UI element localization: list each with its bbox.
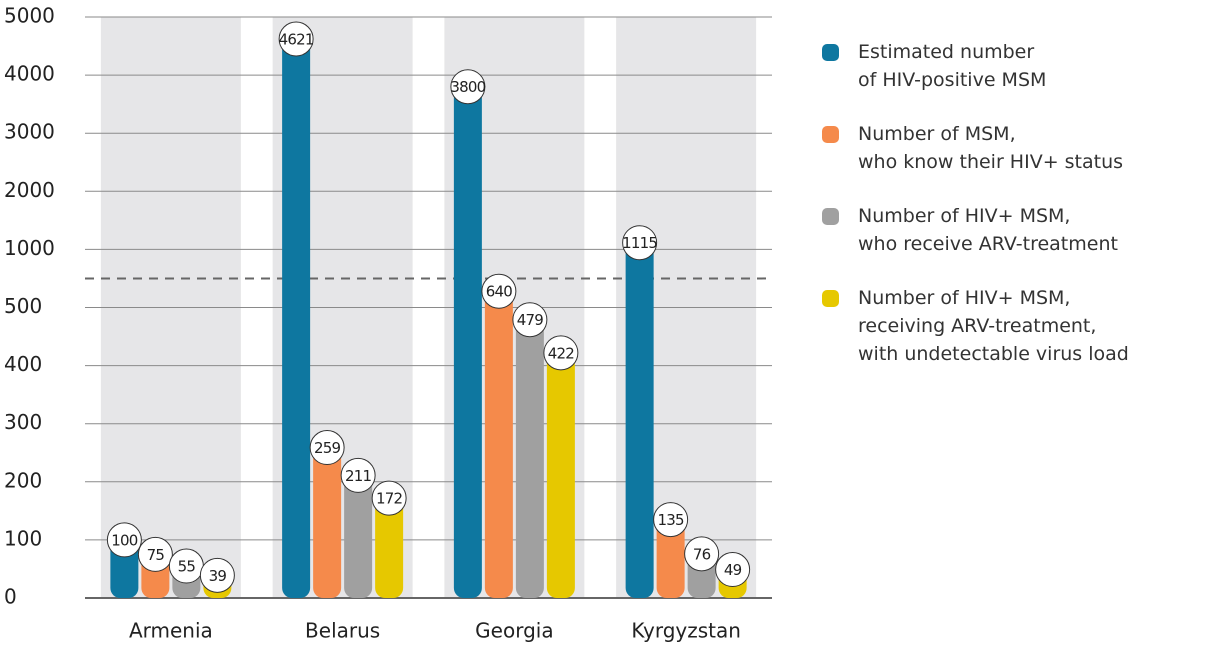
legend-label: Number of MSM, who know their HIV+ statu…	[858, 123, 1124, 173]
bar	[313, 447, 342, 598]
value-label: 135	[658, 511, 684, 529]
legend-item: Number of MSM, who know their HIV+ statu…	[820, 120, 1200, 176]
value-label: 55	[178, 558, 196, 576]
value-label: 3800	[450, 78, 485, 96]
value-label: 100	[111, 531, 137, 549]
legend-item: Estimated number of HIV-positive MSM	[820, 38, 1200, 94]
bar	[282, 39, 311, 599]
y-tick-label: 5000	[4, 4, 55, 28]
y-tick-label: 0	[4, 585, 17, 609]
y-tick-label: 200	[4, 468, 42, 492]
value-label: 39	[209, 567, 227, 585]
bar	[515, 319, 544, 598]
value-label-bg	[340, 457, 376, 493]
bar	[344, 475, 373, 598]
y-tick-label: 400	[4, 352, 42, 376]
value-label-bg	[450, 69, 486, 105]
value-label: 4621	[279, 31, 314, 49]
legend-swatch	[822, 208, 839, 225]
value-label-bg	[622, 225, 658, 261]
value-label: 49	[724, 561, 742, 579]
x-tick-label: Kyrgyzstan	[631, 619, 741, 643]
legend-label: Estimated number of HIV-positive MSM	[858, 41, 1047, 91]
value-label-bg	[106, 522, 142, 558]
legend-item: Number of HIV+ MSM, who receive ARV-trea…	[820, 202, 1200, 258]
y-tick-label: 500	[4, 294, 42, 318]
bar	[625, 242, 654, 598]
value-label: 422	[548, 344, 574, 362]
value-label-bg	[137, 536, 173, 572]
value-label-bg	[199, 557, 235, 593]
value-label: 172	[376, 490, 402, 508]
bar	[453, 86, 482, 598]
x-tick-label: Armenia	[129, 619, 213, 643]
value-label-bg	[371, 480, 407, 516]
y-tick-label: 2000	[4, 178, 55, 202]
value-label-bg	[481, 273, 517, 309]
y-tick-label: 300	[4, 410, 42, 434]
y-tick-label: 100	[4, 526, 42, 550]
y-tick-label: 4000	[4, 62, 55, 86]
value-label: 259	[314, 439, 340, 457]
value-label: 1115	[622, 234, 657, 252]
value-label: 75	[147, 546, 165, 564]
value-label-bg	[684, 536, 720, 572]
legend-swatch	[822, 290, 839, 307]
bar	[484, 291, 513, 598]
value-label: 640	[486, 283, 512, 301]
legend-swatch	[822, 126, 839, 143]
value-label: 76	[693, 545, 711, 563]
value-label-bg	[543, 335, 579, 371]
value-label-bg	[715, 552, 751, 588]
x-tick-label: Georgia	[475, 619, 553, 643]
y-tick-label: 1000	[4, 236, 55, 260]
value-label: 479	[517, 311, 543, 329]
x-tick-label: Belarus	[305, 619, 380, 643]
bar	[375, 498, 404, 598]
legend-label: Number of HIV+ MSM, receiving ARV-treatm…	[858, 287, 1129, 365]
value-label-bg	[512, 302, 548, 338]
legend-swatch	[822, 44, 839, 61]
legend-label: Number of HIV+ MSM, who receive ARV-trea…	[858, 205, 1118, 255]
legend-item: Number of HIV+ MSM, receiving ARV-treatm…	[820, 284, 1200, 368]
value-label-bg	[653, 502, 689, 538]
bar	[546, 352, 575, 598]
value-label: 211	[345, 467, 371, 485]
value-label-bg	[278, 21, 314, 57]
legend: Estimated number of HIV-positive MSM Numb…	[820, 38, 1200, 394]
value-label-bg	[309, 430, 345, 466]
y-tick-label: 3000	[4, 120, 55, 144]
bar	[656, 519, 685, 598]
